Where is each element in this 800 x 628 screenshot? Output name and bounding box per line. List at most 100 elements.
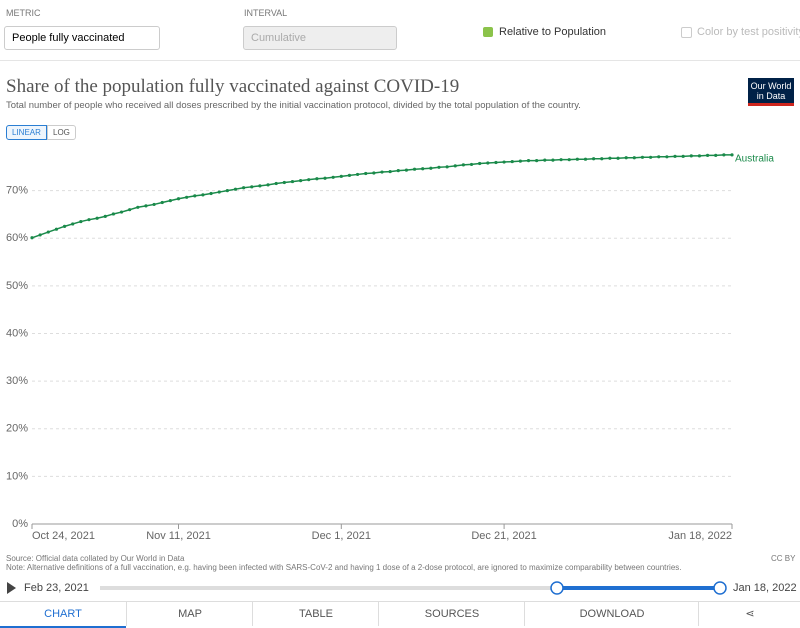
point	[649, 155, 653, 159]
relative-label[interactable]: Relative to Population	[499, 26, 607, 38]
point	[339, 174, 343, 178]
point	[697, 154, 702, 158]
tab[interactable]: DOWNLOAD	[524, 602, 699, 626]
point	[445, 165, 449, 169]
point	[79, 219, 83, 224]
point	[689, 154, 693, 158]
tab[interactable]: SOURCES	[378, 602, 525, 626]
point	[640, 155, 645, 159]
y-tick-label: 30%	[6, 375, 28, 387]
x-tick-label: Nov 11, 2021	[146, 530, 211, 542]
interval-select[interactable]: Cumulative	[243, 26, 397, 50]
point	[128, 208, 132, 212]
point	[225, 189, 229, 193]
point	[616, 156, 620, 160]
point	[551, 158, 555, 162]
point	[46, 230, 50, 234]
point	[242, 186, 246, 190]
point	[87, 218, 91, 222]
point	[575, 157, 579, 161]
source: Source: Official data collated by Our Wo…	[6, 554, 185, 563]
tab[interactable]: TABLE	[252, 602, 379, 626]
y-tick-label: 40%	[6, 327, 28, 339]
y-tick-label: 10%	[6, 470, 28, 482]
timeline-start: Feb 23, 2021	[24, 582, 89, 594]
point	[502, 160, 506, 164]
x-tick-label: Dec 1, 2021	[312, 530, 371, 542]
logo[interactable]: Our World in Data	[748, 78, 794, 106]
point	[193, 194, 197, 198]
license: CC BY	[771, 554, 796, 563]
point	[486, 161, 490, 165]
chart-subtitle: Total number of people who received all …	[6, 100, 581, 111]
point	[600, 157, 604, 161]
point	[119, 210, 124, 214]
point	[347, 173, 352, 177]
point	[592, 157, 596, 161]
y-tick-label: 60%	[6, 232, 28, 244]
point	[290, 179, 295, 184]
point	[714, 153, 718, 157]
point	[494, 160, 498, 165]
point	[152, 202, 156, 207]
point	[144, 204, 148, 208]
x-tick-label: Oct 24, 2021	[32, 530, 95, 542]
divider	[0, 601, 800, 602]
log-button[interactable]: LOG	[47, 125, 76, 140]
point	[396, 169, 400, 173]
point	[62, 224, 67, 228]
point	[461, 163, 465, 167]
checkbox[interactable]	[681, 27, 692, 38]
point	[30, 236, 34, 240]
point	[38, 233, 42, 237]
color-label[interactable]: Color by test positivity	[697, 26, 800, 38]
share-tab[interactable]: ⋖	[698, 602, 800, 626]
timeline-end: Jan 18, 2022	[733, 582, 797, 594]
tab[interactable]: CHART	[0, 602, 126, 628]
linear-button[interactable]: LINEAR	[6, 125, 47, 140]
point	[543, 158, 547, 162]
timeline-handle[interactable]	[550, 581, 564, 595]
point	[185, 195, 189, 199]
point	[681, 154, 685, 158]
x-tick-label: Jan 18, 2022	[668, 530, 732, 542]
point	[217, 190, 221, 194]
point	[282, 180, 286, 185]
point	[559, 158, 563, 162]
point	[315, 177, 319, 181]
point	[665, 155, 669, 159]
timeline-handle[interactable]	[713, 581, 727, 595]
point	[722, 153, 726, 157]
y-tick-label: 50%	[6, 280, 28, 292]
play-button[interactable]	[7, 582, 16, 594]
point	[54, 227, 59, 231]
point	[168, 199, 172, 203]
point	[274, 181, 278, 186]
point	[307, 178, 311, 182]
point	[478, 161, 482, 166]
point	[380, 170, 384, 174]
point	[364, 171, 368, 176]
point	[429, 166, 433, 170]
point	[453, 164, 457, 168]
point	[421, 167, 425, 171]
point	[469, 162, 474, 167]
point	[176, 197, 181, 201]
point	[71, 222, 75, 226]
point	[730, 153, 734, 157]
point	[355, 172, 360, 177]
x-tick-label: Dec 21, 2021	[471, 530, 536, 542]
checkbox-checked[interactable]	[483, 27, 493, 37]
chart: 0% 10% 20% 30% 40% 50% 60% 70% Oct 24, 2021 Nov 1…	[6, 153, 774, 542]
point	[258, 184, 262, 188]
point	[388, 169, 392, 174]
point	[673, 154, 677, 158]
point	[233, 187, 238, 191]
metric-select[interactable]: People fully vaccinated	[4, 26, 160, 50]
note: Note: Alternative definitions of a full …	[6, 563, 682, 572]
tab[interactable]: MAP	[126, 602, 253, 626]
timeline-range	[557, 586, 720, 590]
interval-label: INTERVAL	[244, 8, 288, 18]
y-tick-label: 0%	[12, 518, 28, 530]
point	[299, 179, 303, 183]
